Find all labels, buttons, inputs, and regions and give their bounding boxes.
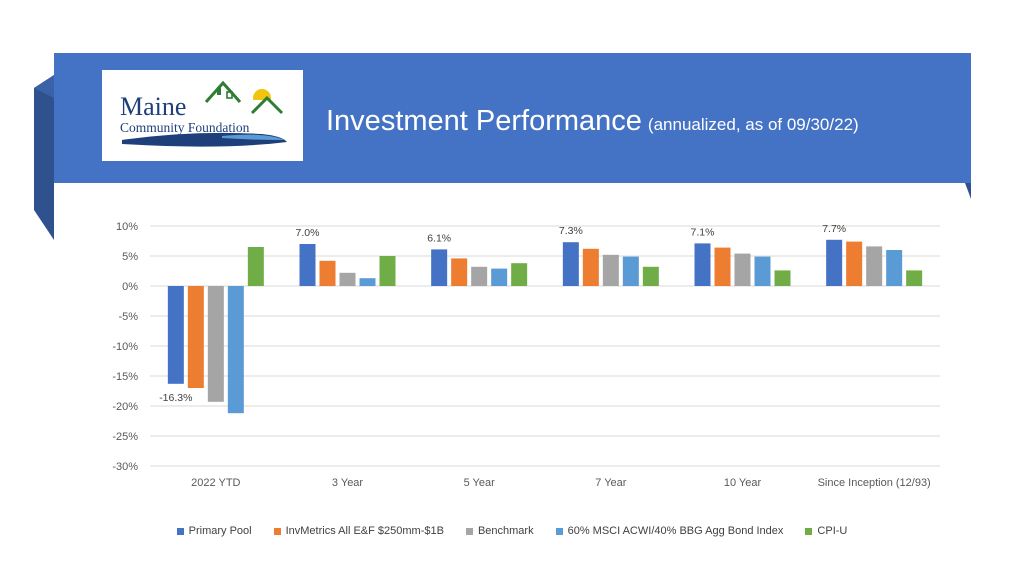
banner-fold-right <box>965 183 971 199</box>
header-banner: Maine Community Foundation Investment Pe… <box>54 53 971 183</box>
y-tick-label: 0% <box>122 281 138 293</box>
legend-label: 60% MSCI ACWI/40% BBG Agg Bond Index <box>567 525 784 537</box>
bar-chart: 10% 5% 0% -5% -10% -15% -20% -25% -30% 2022 YTD 3 … <box>112 221 940 489</box>
data-label: 7.1% <box>691 226 715 238</box>
legend-item: Primary Pool <box>176 525 252 537</box>
bar <box>491 268 508 286</box>
legend-swatch <box>805 527 813 535</box>
data-label: 7.0% <box>296 227 320 239</box>
page-title: Investment Performance (annualized, as of… <box>326 105 859 138</box>
bar <box>167 286 184 384</box>
legend-swatch <box>555 527 563 535</box>
x-tick-label: 2022 YTD <box>191 477 240 489</box>
legend-swatch <box>273 527 281 535</box>
bar <box>431 249 448 286</box>
legend-label: Primary Pool <box>188 525 252 537</box>
bar <box>906 270 923 286</box>
logo-line1: Maine <box>120 92 186 121</box>
legend-item: CPI-U <box>805 525 847 537</box>
bar <box>247 247 264 286</box>
bar <box>642 266 659 286</box>
y-tick-label: -15% <box>112 371 138 383</box>
x-tick-label: Since Inception (12/93) <box>818 477 931 489</box>
data-label: -16.3% <box>159 392 192 404</box>
bar <box>207 286 224 402</box>
y-tick-label: -30% <box>112 461 138 473</box>
bar <box>319 260 336 286</box>
legend-item: 60% MSCI ACWI/40% BBG Agg Bond Index <box>555 525 784 537</box>
bar <box>886 250 903 286</box>
x-tick-label: 7 Year <box>595 477 627 489</box>
bar <box>227 286 244 414</box>
data-label: 6.1% <box>427 232 451 244</box>
chart-legend: Primary Pool InvMetrics All E&F $250mm-$1… <box>0 525 1024 537</box>
bar <box>734 253 751 286</box>
y-tick-label: -5% <box>118 311 138 323</box>
bar <box>471 266 488 286</box>
logo-line2: Community Foundation <box>120 120 250 135</box>
bar <box>866 246 883 286</box>
bar <box>379 256 396 286</box>
data-label: 7.7% <box>822 223 846 235</box>
bar <box>846 241 863 286</box>
bar <box>602 254 619 286</box>
bar <box>826 239 843 286</box>
x-tick-label: 5 Year <box>464 477 496 489</box>
x-tick-label: 3 Year <box>332 477 364 489</box>
banner-fold <box>34 75 54 240</box>
legend-swatch <box>465 527 473 535</box>
house-icon-small <box>250 95 284 115</box>
legend-label: CPI-U <box>817 525 848 537</box>
bar <box>622 256 639 286</box>
legend-item: Benchmark <box>465 525 534 537</box>
house-icon <box>204 80 242 104</box>
y-tick-label: 10% <box>116 221 138 233</box>
river-swoosh-highlight <box>222 134 284 140</box>
bar <box>299 244 316 286</box>
bar <box>754 256 771 286</box>
bar <box>694 243 711 286</box>
y-tick-label: -20% <box>112 401 138 413</box>
bar <box>187 286 204 388</box>
bar <box>774 270 791 286</box>
x-tick-label: 10 Year <box>724 477 762 489</box>
legend-label: Benchmark <box>477 525 534 537</box>
legend-item: InvMetrics All E&F $250mm-$1B <box>273 525 444 537</box>
bar <box>582 248 599 286</box>
bar <box>359 278 376 286</box>
bar <box>714 247 731 286</box>
bar <box>451 258 468 286</box>
legend-swatch <box>176 527 184 535</box>
y-tick-label: 5% <box>122 251 138 263</box>
title-subtitle: (annualized, as of 09/30/22) <box>647 115 859 134</box>
bar <box>511 263 528 286</box>
title-main: Investment Performance <box>326 105 642 137</box>
y-tick-label: -25% <box>112 431 138 443</box>
data-label: 7.3% <box>559 225 583 237</box>
legend-label: InvMetrics All E&F $250mm-$1B <box>285 525 444 537</box>
y-tick-label: -10% <box>112 341 138 353</box>
bar <box>562 242 579 286</box>
sun-icon <box>252 89 274 110</box>
bar <box>339 272 356 286</box>
logo: Maine Community Foundation <box>102 70 303 161</box>
